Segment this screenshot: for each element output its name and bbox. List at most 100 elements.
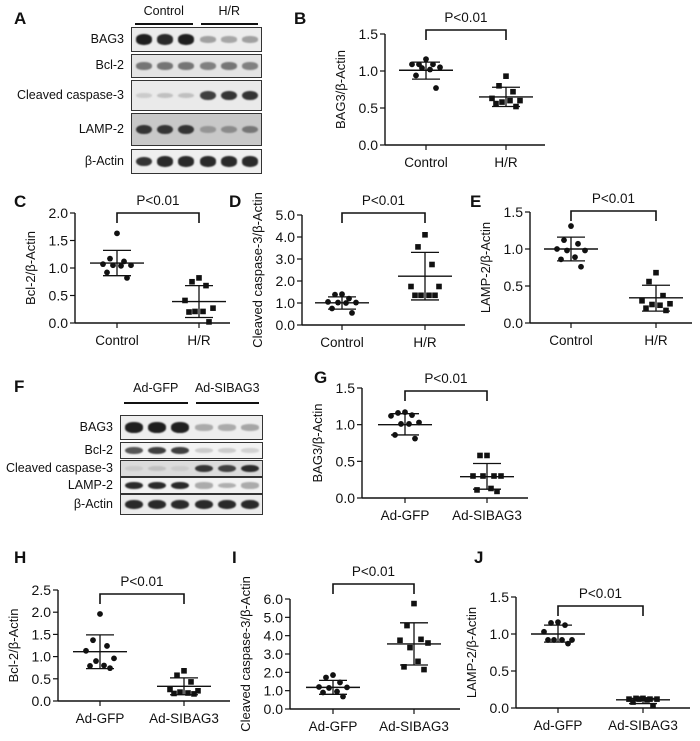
data-point bbox=[167, 686, 173, 693]
blot-band bbox=[220, 156, 237, 167]
panel-letter-h: H bbox=[14, 548, 27, 567]
blot-band bbox=[199, 126, 216, 133]
data-point bbox=[195, 687, 201, 694]
blot-strip bbox=[131, 27, 262, 52]
blot-band bbox=[194, 424, 213, 431]
y-axis-label: BAG3/β-Actin bbox=[333, 50, 348, 129]
blot-band bbox=[148, 422, 167, 433]
scatter-plot-d: 0.0 1.0 2.0 3.0 4.0 5.0 Cleaved caspase-3/β-Ac… bbox=[250, 192, 465, 350]
data-point bbox=[667, 300, 673, 307]
panel-letter-g: G bbox=[314, 368, 328, 387]
x-tick-label: H/R bbox=[413, 335, 437, 350]
scatter-plot-e: 0.0 0.5 1.0 1.5 LAMP-2/β-Actin Control H/R P<0.… bbox=[478, 191, 692, 348]
blot-row-label: BAG3 bbox=[79, 419, 113, 434]
data-point bbox=[569, 637, 575, 643]
blot-strip bbox=[120, 442, 263, 459]
data-series-ad-gfp bbox=[378, 409, 432, 442]
y-tick-label: 1.0 bbox=[32, 649, 52, 665]
blot-strip bbox=[120, 477, 263, 494]
data-point bbox=[426, 292, 432, 299]
significance-bracket bbox=[341, 212, 426, 223]
data-point bbox=[429, 261, 435, 268]
data-point bbox=[388, 412, 394, 419]
data-point bbox=[437, 64, 443, 71]
blot-band bbox=[157, 156, 174, 167]
blot-band bbox=[199, 36, 216, 43]
data-point bbox=[203, 282, 209, 289]
data-point bbox=[339, 291, 345, 298]
data-point bbox=[565, 640, 571, 647]
data-point bbox=[349, 310, 355, 316]
data-point bbox=[346, 295, 352, 302]
data-series-h-r bbox=[479, 73, 533, 110]
data-point bbox=[480, 473, 486, 479]
data-point bbox=[633, 695, 639, 702]
data-point bbox=[329, 305, 335, 312]
data-point bbox=[415, 244, 421, 250]
data-point bbox=[334, 688, 340, 695]
data-series-ad-sibag3 bbox=[157, 668, 211, 697]
data-point bbox=[433, 85, 439, 91]
data-point bbox=[640, 695, 646, 702]
y-tick-label: 3.0 bbox=[264, 646, 284, 662]
y-tick-label: 0.0 bbox=[32, 693, 52, 709]
x-tick-label: Ad-GFP bbox=[309, 719, 358, 734]
x-tick-label: Ad-SIBAG3 bbox=[608, 718, 678, 733]
y-tick-label: 6.0 bbox=[264, 591, 284, 607]
blot-band bbox=[199, 62, 216, 70]
data-point bbox=[489, 95, 495, 102]
data-point bbox=[513, 103, 519, 110]
y-tick-label: 2.0 bbox=[276, 273, 296, 289]
blot-band bbox=[148, 465, 167, 472]
blot-strip bbox=[120, 494, 263, 515]
scatter-plot-g: 0.0 0.5 1.0 1.5 BAG3/β-Actin Ad-GFP Ad-SIBAG3 P… bbox=[310, 371, 528, 523]
y-tick-label: 1.5 bbox=[490, 589, 510, 605]
y-tick-label: 1.0 bbox=[276, 295, 296, 311]
y-axis-label: Bcl-2/β-Actin bbox=[6, 609, 21, 683]
data-point bbox=[416, 419, 422, 426]
data-series-ad-gfp bbox=[73, 611, 127, 672]
data-point bbox=[496, 83, 502, 89]
significance-bracket bbox=[557, 605, 644, 616]
x-tick-label: H/R bbox=[187, 333, 211, 348]
data-point bbox=[185, 690, 191, 696]
data-point bbox=[582, 247, 588, 254]
data-point bbox=[477, 452, 483, 459]
scatter-plot-h: 0.0 0.5 1.0 1.5 2.0 2.5 Bcl-2/β-Actin Ad-GFP Ad-… bbox=[6, 574, 230, 726]
panel-letter-d: D bbox=[229, 192, 242, 211]
western-blot-f: Ad-GFP Ad-SIBAG3 BAG3 Bcl-2 Cleaved caspase-… bbox=[0, 370, 300, 520]
y-tick-label: 0.5 bbox=[336, 453, 356, 469]
data-series-control bbox=[90, 230, 144, 281]
data-series-ad-gfp bbox=[306, 672, 360, 700]
blot-group-bar bbox=[200, 23, 258, 25]
data-point bbox=[93, 658, 99, 664]
blot-strip bbox=[131, 80, 262, 111]
data-point bbox=[90, 637, 96, 644]
blot-band bbox=[220, 36, 237, 43]
blot-band bbox=[125, 499, 144, 510]
y-tick-label: 1.0 bbox=[336, 417, 356, 433]
blot-band bbox=[136, 34, 153, 45]
blot-band bbox=[240, 424, 259, 431]
y-axis-label: LAMP-2/β-Actin bbox=[464, 607, 479, 698]
blot-band bbox=[220, 62, 237, 70]
blot-band bbox=[217, 499, 236, 510]
blot-band bbox=[171, 465, 190, 472]
y-tick-label: 0.0 bbox=[336, 490, 356, 506]
blot-band bbox=[241, 36, 258, 43]
data-point bbox=[412, 292, 418, 299]
data-point bbox=[551, 637, 557, 643]
western-blot-a: Control H/R BAG3 Bcl-2 Cleaved caspase-3 LAMP… bbox=[0, 0, 280, 180]
data-series-h-r bbox=[629, 269, 683, 314]
data-point bbox=[104, 269, 110, 276]
blot-band bbox=[171, 499, 190, 510]
data-point bbox=[660, 292, 666, 299]
data-point bbox=[107, 255, 113, 262]
data-point bbox=[647, 696, 653, 702]
panel-letter-e: E bbox=[470, 192, 482, 211]
blot-band bbox=[136, 156, 153, 167]
p-value-label: P<0.01 bbox=[579, 586, 622, 601]
data-point bbox=[498, 473, 504, 479]
data-series-ad-sibag3 bbox=[387, 600, 441, 673]
data-point bbox=[409, 61, 415, 68]
